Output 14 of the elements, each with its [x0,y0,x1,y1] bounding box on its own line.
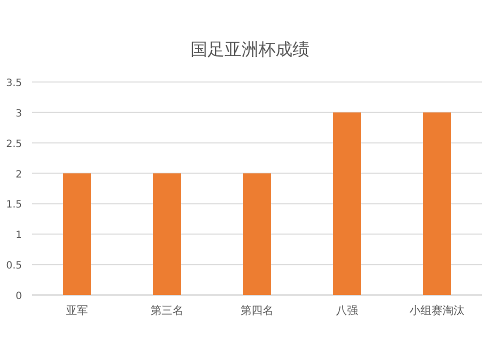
y-tick-label: 2.5 [6,138,22,150]
y-tick-label: 0 [16,291,22,302]
x-tick-label: 第三名 [150,304,184,317]
y-tick-label: 2 [16,169,22,180]
chart-title: 国足亚洲杯成绩 [190,40,310,60]
y-tick-label: 1.5 [6,200,22,211]
x-tick-label: 八强 [336,304,358,317]
x-tick-label: 小组赛淘汰 [410,304,464,317]
y-tick-label: 3 [16,108,22,120]
y-tick-label: 3.5 [6,78,22,89]
x-tick-label: 第四名 [240,304,274,317]
y-tick-label: 0.5 [6,260,22,272]
x-tick-label: 亚军 [66,304,88,317]
y-tick-label: 1 [16,230,22,242]
